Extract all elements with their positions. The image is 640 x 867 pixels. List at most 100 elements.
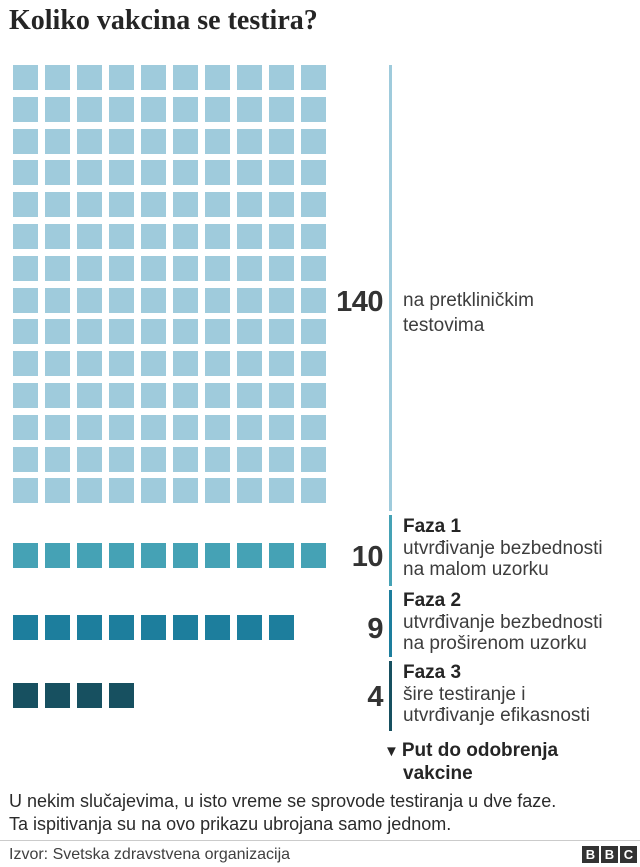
vaccine-square [45, 223, 70, 249]
vaccine-square [13, 543, 38, 568]
vaccine-square [13, 255, 38, 281]
phase1-name: Faza 1 [403, 516, 462, 537]
vaccine-square [173, 223, 198, 249]
vaccine-square [237, 160, 262, 186]
phase2-label-line2: na proširenom uzorku [403, 633, 587, 654]
vaccine-square [269, 255, 294, 281]
vaccine-square [45, 287, 70, 313]
vaccine-square [301, 255, 326, 281]
vaccine-square [269, 543, 294, 568]
approval-line2: vakcine [403, 763, 473, 784]
vaccine-square [269, 160, 294, 186]
vaccine-square [141, 446, 166, 472]
vaccine-square [45, 382, 70, 408]
vaccine-square [205, 382, 230, 408]
vaccine-square [237, 543, 262, 568]
vaccine-square [109, 65, 134, 90]
vaccine-square [301, 446, 326, 472]
footer-divider [0, 840, 640, 841]
vaccine-square [77, 446, 102, 472]
vaccine-square [269, 287, 294, 313]
vaccine-square [45, 160, 70, 186]
vaccine-square [13, 683, 38, 708]
vaccine-square [141, 382, 166, 408]
vaccine-square [173, 543, 198, 568]
vaccine-square [205, 160, 230, 186]
vaccine-square [205, 615, 230, 640]
vaccine-square [269, 414, 294, 440]
vaccine-square [13, 192, 38, 218]
vaccine-square [141, 160, 166, 186]
phase3-name: Faza 3 [403, 662, 462, 683]
vaccine-square [141, 319, 166, 345]
vaccine-square [13, 478, 38, 504]
phase1-label-line1: utvrđivanje bezbednosti [403, 537, 603, 559]
vaccine-square [13, 414, 38, 440]
vaccine-square [141, 65, 166, 90]
approval-line1: ▼ Put do odobrenja [384, 740, 558, 763]
vaccine-square [301, 351, 326, 377]
vaccine-square [45, 683, 70, 708]
vaccine-square [13, 287, 38, 313]
vaccine-square [237, 128, 262, 154]
vaccine-square [109, 543, 134, 568]
vaccine-square [13, 223, 38, 249]
vaccine-square [109, 683, 134, 708]
vaccine-square [141, 128, 166, 154]
vaccine-square [237, 223, 262, 249]
vaccine-square [237, 65, 262, 90]
vaccine-square [205, 255, 230, 281]
vaccine-square [301, 287, 326, 313]
vaccine-square [141, 287, 166, 313]
vaccine-square [269, 96, 294, 122]
vaccine-square [13, 160, 38, 186]
vaccine-square [301, 478, 326, 504]
vaccine-square [77, 478, 102, 504]
page-title: Koliko vakcina se testira? [9, 5, 318, 36]
preclinical-label-line1: na pretkliničkim [403, 290, 534, 311]
vaccine-square [45, 255, 70, 281]
vaccine-square [141, 96, 166, 122]
vaccine-square [45, 478, 70, 504]
phase2-label: Faza 2 utvrđivanje bezbednosti na prošir… [403, 590, 603, 655]
vaccine-square [77, 96, 102, 122]
vaccine-square [109, 382, 134, 408]
vaccine-square [237, 446, 262, 472]
vaccine-square [173, 160, 198, 186]
vaccine-square [13, 382, 38, 408]
bbc-logo-block-c: C [620, 846, 637, 863]
vaccine-square [141, 478, 166, 504]
vaccine-square [77, 615, 102, 640]
vaccine-square [77, 683, 102, 708]
vaccine-square [109, 414, 134, 440]
phase3-label: Faza 3 šire testiranje i utvrđivanje efi… [403, 662, 590, 727]
vaccine-square [109, 319, 134, 345]
vaccine-square [77, 192, 102, 218]
vaccine-square [109, 96, 134, 122]
vaccine-square [269, 382, 294, 408]
vaccine-square [109, 160, 134, 186]
vaccine-square [141, 615, 166, 640]
preclinical-count: 140 [336, 286, 383, 318]
vaccine-square [205, 351, 230, 377]
vaccine-square [205, 223, 230, 249]
vaccine-square [77, 382, 102, 408]
vaccine-square [141, 192, 166, 218]
vaccine-square [301, 543, 326, 568]
vaccine-square [109, 287, 134, 313]
vaccine-square [173, 615, 198, 640]
vaccine-square [141, 414, 166, 440]
phase1-waffle-row [13, 543, 326, 568]
vaccine-square [109, 128, 134, 154]
footnote-line2: Ta ispitivanja su na ovo prikazu ubrojan… [9, 813, 452, 834]
vaccine-square [205, 65, 230, 90]
phase3-label-line1: šire testiranje i [403, 683, 526, 705]
bbc-logo: B B C [582, 846, 637, 863]
vaccine-square [173, 319, 198, 345]
vaccine-square [173, 96, 198, 122]
vaccine-square [109, 223, 134, 249]
vaccine-square [77, 351, 102, 377]
vaccine-square [13, 319, 38, 345]
vaccine-square [269, 446, 294, 472]
vaccine-square [301, 414, 326, 440]
